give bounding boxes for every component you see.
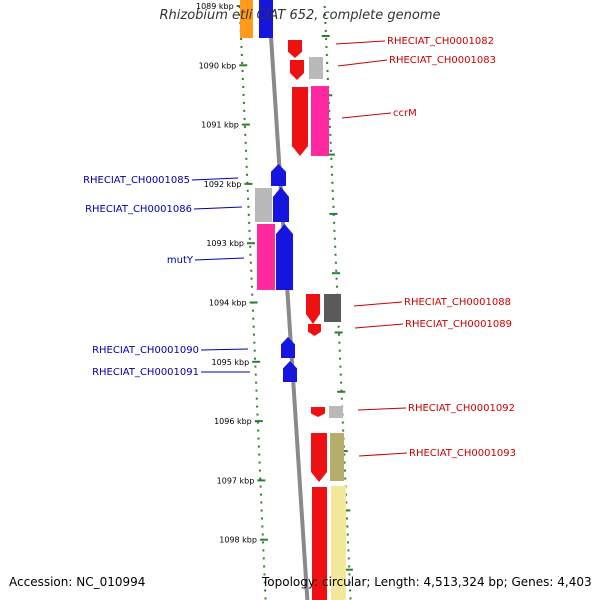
feature-mutY-rna xyxy=(257,224,275,290)
partial-feature-blue xyxy=(259,0,273,38)
gene-label-RHECIAT_CH0001082: RHECIAT_CH0001082 xyxy=(387,36,494,47)
gene-label-ccrM: ccrM xyxy=(393,108,417,119)
gene-RHECIAT_CH0001093 xyxy=(311,433,327,482)
label-leader-line xyxy=(337,59,388,67)
partial-feature-orange xyxy=(240,0,253,38)
accession-text: Accession: NC_010994 xyxy=(9,575,146,589)
genome-backbone xyxy=(266,0,310,600)
feature-RHECIAT_CH0001086-rna xyxy=(255,188,272,222)
gene-RHECIAT_CH0001088 xyxy=(306,294,320,324)
topology-text: Topology: circular; Length: 4,513,324 bp… xyxy=(262,575,592,589)
feature-ccrM-rna xyxy=(311,86,329,156)
gene-continuing-red xyxy=(312,487,327,600)
scale-label: 1095 kbp xyxy=(211,358,249,367)
gene-label-RHECIAT_CH0001085: RHECIAT_CH0001085 xyxy=(83,175,190,186)
label-leader-line xyxy=(354,323,404,329)
scale-label: 1090 kbp xyxy=(199,61,237,70)
gene-RHECIAT_CH0001082 xyxy=(288,40,302,58)
gene-RHECIAT_CH0001091 xyxy=(283,361,297,382)
gene-RHECIAT_CH0001086 xyxy=(273,187,289,222)
scale-label: 1089 kbp xyxy=(196,2,234,11)
gene-label-RHECIAT_CH0001092: RHECIAT_CH0001092 xyxy=(408,403,515,414)
gene-label-RHECIAT_CH0001091: RHECIAT_CH0001091 xyxy=(92,367,199,378)
feature-continuing-yellow xyxy=(331,486,346,600)
gene-RHECIAT_CH0001083 xyxy=(290,60,304,80)
gene-label-RHECIAT_CH0001086: RHECIAT_CH0001086 xyxy=(85,204,192,215)
feature-RHECIAT_CH0001093-rna xyxy=(330,433,344,481)
label-leader-line xyxy=(194,257,245,261)
scale-label: 1098 kbp xyxy=(219,536,257,545)
gene-label-RHECIAT_CH0001088: RHECIAT_CH0001088 xyxy=(404,297,511,308)
label-leader-line xyxy=(357,407,407,411)
gene-label-RHECIAT_CH0001083: RHECIAT_CH0001083 xyxy=(389,55,496,66)
label-leader-line xyxy=(335,40,386,45)
label-leader-line xyxy=(353,301,403,307)
gene-RHECIAT_CH0001090 xyxy=(281,337,295,358)
gene-label-RHECIAT_CH0001090: RHECIAT_CH0001090 xyxy=(92,345,199,356)
gene-ccrM xyxy=(292,87,308,156)
scale-label: 1094 kbp xyxy=(209,299,247,308)
gene-label-RHECIAT_CH0001093: RHECIAT_CH0001093 xyxy=(409,448,516,459)
scale-label: 1091 kbp xyxy=(201,121,239,130)
label-leader-line xyxy=(358,452,408,457)
feature-RHECIAT_CH0001088-rna xyxy=(324,294,341,322)
feature-RHECIAT_CH0001092-rna xyxy=(329,406,343,418)
gene-mutY xyxy=(276,224,293,290)
scale-label: 1092 kbp xyxy=(204,180,242,189)
scale-label: 1097 kbp xyxy=(217,476,255,485)
label-leader-line xyxy=(191,177,239,181)
label-leader-line xyxy=(341,112,392,119)
feature-RHECIAT_CH0001083-rna xyxy=(309,57,323,79)
scale-label: 1093 kbp xyxy=(206,239,244,248)
scale-label: 1096 kbp xyxy=(214,417,252,426)
label-leader-line xyxy=(200,348,249,351)
gene-RHECIAT_CH0001089 xyxy=(308,324,321,336)
gene-RHECIAT_CH0001085 xyxy=(271,164,286,186)
gene-label-mutY: mutY xyxy=(167,255,194,266)
gene-label-RHECIAT_CH0001089: RHECIAT_CH0001089 xyxy=(405,319,512,330)
map-title: Rhizobium etli CIAT 652, complete genome xyxy=(159,8,441,23)
label-leader-line xyxy=(193,206,243,210)
gene-RHECIAT_CH0001092 xyxy=(311,407,325,417)
